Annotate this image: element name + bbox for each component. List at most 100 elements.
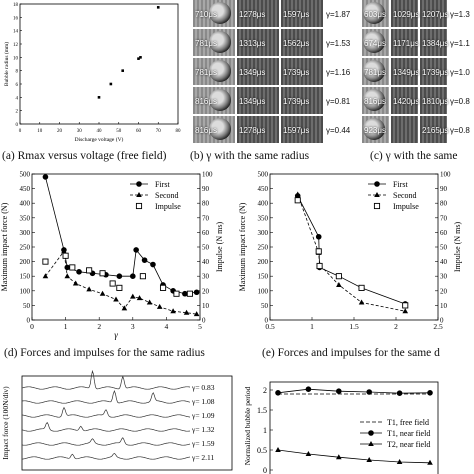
- y-tick-label: 50: [23, 302, 31, 310]
- chart-forces-same-distance: 0.5 1 1.5 2 2.505010015020025030035040045050…: [238, 171, 462, 332]
- photo-frame: 816μs: [193, 87, 235, 114]
- y2-tick-label: 50: [202, 244, 210, 252]
- y-tick-label: 200: [20, 258, 31, 266]
- plot-frame: [19, 3, 179, 125]
- data-point: [72, 280, 79, 286]
- photo-frame: 1597μs: [281, 116, 323, 143]
- photo-frame: 1171μs: [391, 29, 419, 56]
- y-tick-label: 400: [20, 200, 31, 208]
- legend-marker: [373, 202, 381, 210]
- caption-a: (a) Rmax versus voltage (free field): [2, 150, 167, 162]
- y2-tick-label: 20: [202, 287, 210, 295]
- y-tick-label: 2: [16, 110, 19, 115]
- x-tick-label: 1.5: [349, 322, 359, 331]
- series-line: [277, 449, 431, 464]
- photo-frame: 603μs: [362, 0, 389, 27]
- y-tick-label: 10: [13, 56, 19, 61]
- x-tick-label: 0.5: [265, 322, 275, 331]
- photo-frame: 710μs: [193, 0, 235, 27]
- y-tick-label: 100: [20, 287, 31, 295]
- y2-tick-label: 70: [202, 214, 210, 222]
- y-tick-label: 12: [13, 43, 19, 48]
- caption-b: (b) γ with the same radius: [190, 150, 310, 162]
- data-point: [316, 262, 323, 270]
- frame-time-label: 1171μs: [393, 39, 419, 48]
- photo-frame: 1739μs: [281, 58, 323, 85]
- y-tick-label: 250: [20, 244, 31, 252]
- x-tick-label: 50: [116, 129, 122, 134]
- legend-marker: [368, 441, 374, 446]
- y2-tick-label: 10: [440, 302, 448, 310]
- photo-frame: 1562μs: [281, 29, 323, 56]
- y2-tick-label: 10: [202, 302, 210, 310]
- data-point: [64, 273, 71, 279]
- frame-time-label: 1349μs: [393, 68, 420, 77]
- photo-frame: 1597μs: [281, 0, 323, 27]
- frame-time-label: 1420μs: [393, 97, 420, 106]
- data-point: [315, 233, 322, 240]
- series-line: [297, 195, 406, 305]
- frame-time-label: 2165μs: [422, 126, 449, 135]
- y-tick-label: 0: [263, 466, 267, 474]
- data-point: [156, 303, 163, 309]
- x-tick-label: 0: [30, 322, 34, 331]
- data-point: [86, 286, 92, 292]
- series-line: [45, 250, 197, 315]
- data-point: [109, 82, 113, 86]
- frame-time-label: 1739μs: [283, 68, 310, 77]
- x-tick-label: 10: [37, 129, 43, 134]
- bubble-image: [363, 60, 385, 82]
- photo-frame: 1278μs: [237, 116, 279, 143]
- x-tick-label: 3: [131, 322, 135, 331]
- legend-label: Impulse: [393, 202, 419, 211]
- data-point: [159, 284, 167, 291]
- frame-time-label: 1349μs: [239, 97, 266, 106]
- data-point: [130, 273, 136, 279]
- caption-e: (e) Forces and impulses for the same d: [262, 347, 440, 359]
- bubble-image: [363, 89, 385, 111]
- data-point: [130, 293, 136, 299]
- y-tick-label: 18: [13, 3, 19, 8]
- gamma-label: γ= 2.11: [191, 453, 215, 462]
- photo-frame: 781μs: [193, 29, 235, 56]
- data-point: [99, 270, 106, 277]
- y-tick-label: 400: [258, 200, 269, 208]
- gamma-label: γ= 0.83: [191, 383, 215, 392]
- photo-frame: 1029μs: [391, 0, 420, 27]
- bubble-image: [363, 2, 385, 24]
- x-tick-label: 30: [77, 129, 83, 134]
- y-tick-label: 14: [13, 30, 19, 35]
- gamma-label: γ=1.3: [450, 10, 470, 19]
- photo-frame: 923μs: [362, 116, 389, 143]
- gamma-label: γ=0.8: [450, 126, 470, 135]
- frame-time-label: 1029μs: [393, 10, 420, 19]
- data-point: [305, 386, 312, 392]
- y-tick-label: 8: [16, 70, 19, 75]
- y2-tick-label: 100: [202, 171, 213, 179]
- frame-time-label: 1597μs: [283, 126, 310, 135]
- data-point: [62, 252, 69, 259]
- frame-time-label: 1313μs: [239, 39, 266, 48]
- photo-frame: 2165μs: [420, 116, 449, 143]
- y-tick-label: 2: [263, 386, 267, 395]
- y-axis-label: Bubble radius (mm): [3, 42, 10, 86]
- x-tick-label: 1: [64, 322, 68, 331]
- y-tick-label: 0: [16, 123, 19, 128]
- data-point: [173, 290, 180, 297]
- gamma-label: γ=0.81: [326, 97, 351, 106]
- data-point: [116, 273, 123, 279]
- data-point: [109, 280, 116, 287]
- x-tick-label: 0: [19, 129, 22, 134]
- bubble-image: [209, 118, 231, 140]
- photo-frame: [391, 116, 418, 143]
- gamma-label: γ= 1.32: [191, 425, 215, 434]
- gamma-label: γ=0.8: [450, 97, 470, 106]
- data-point: [42, 174, 49, 180]
- chart-impact-force-traces: Impact force (100N/div) γ= 0.83 γ= 1.08 γ= …: [1, 369, 233, 471]
- caption-d: (d) Forces and impulses for the same rad…: [4, 347, 205, 359]
- y2-tick-label: 0: [440, 317, 444, 325]
- plot-frame: [21, 375, 233, 471]
- y2-tick-label: 70: [440, 214, 448, 222]
- x-tick-label: 60: [136, 129, 142, 134]
- frame-time-label: 1278μs: [239, 10, 266, 19]
